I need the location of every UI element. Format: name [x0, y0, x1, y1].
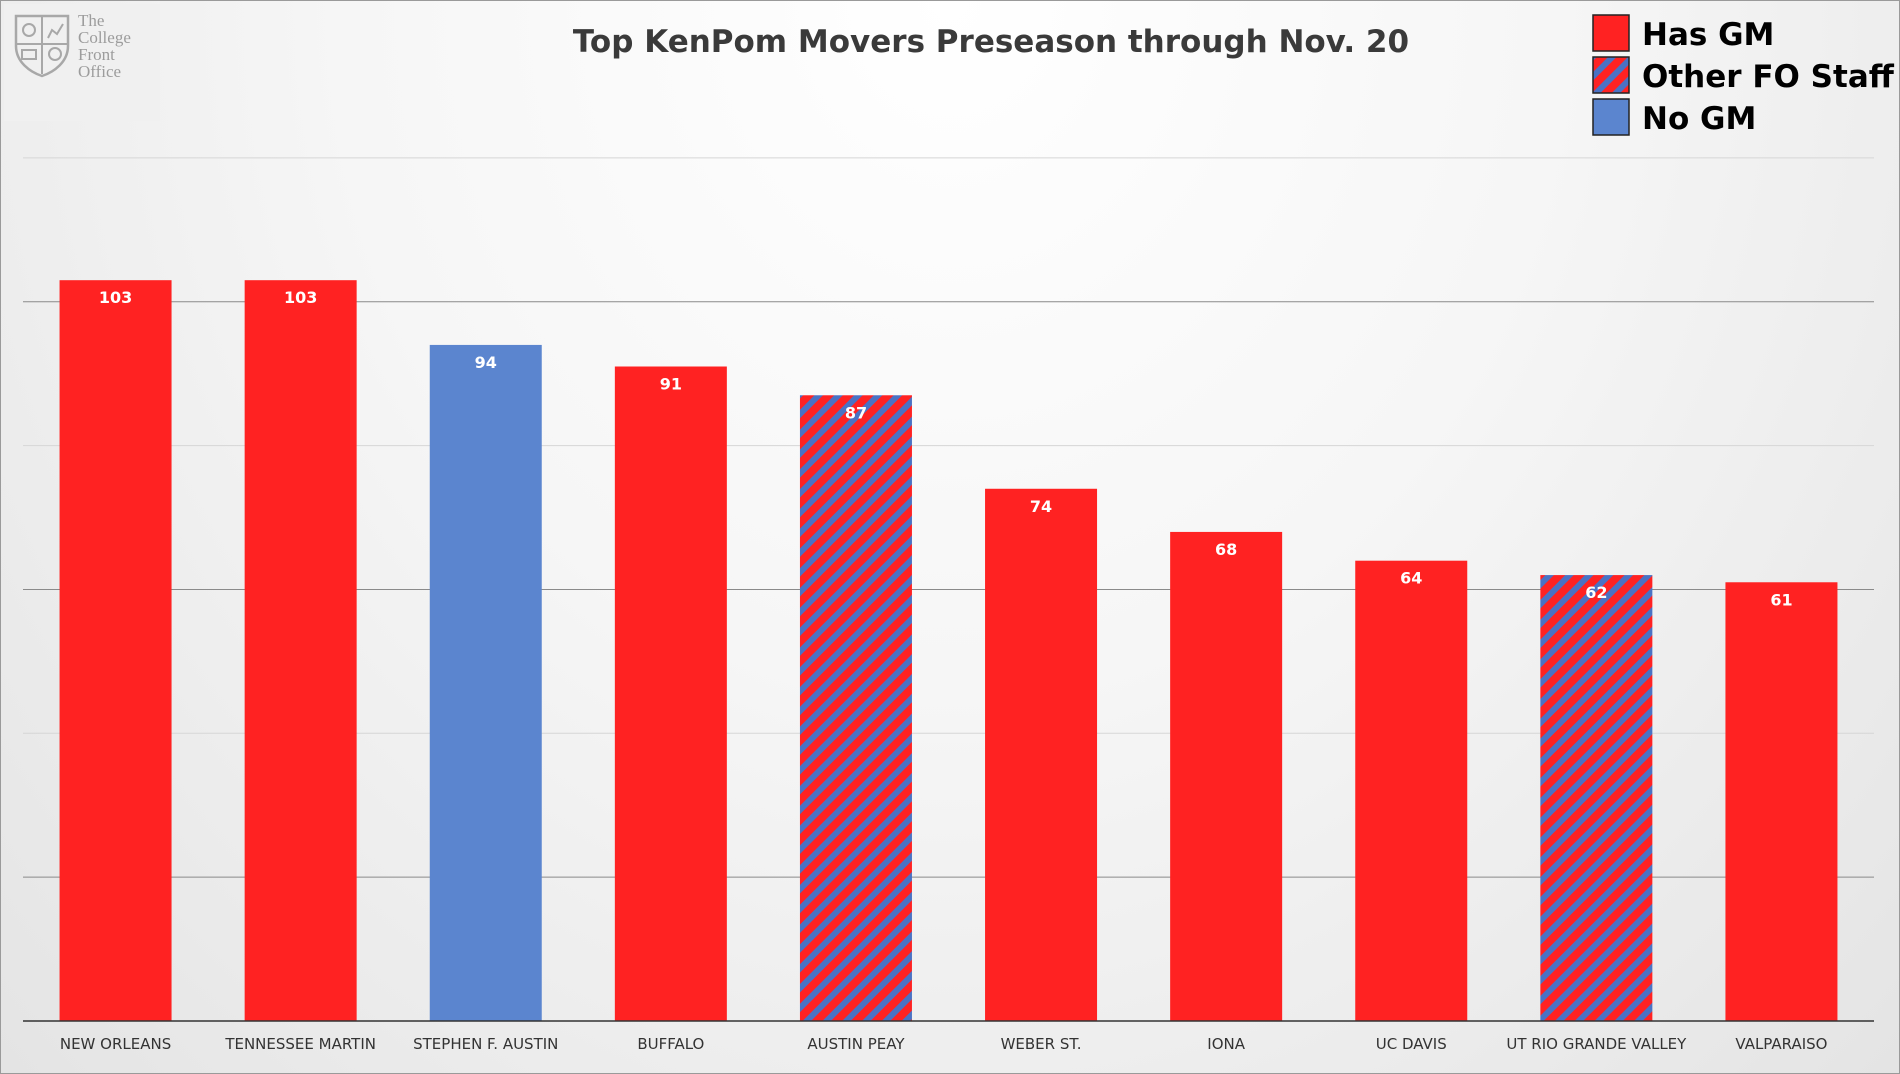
category-label: WEBER ST.: [1001, 1035, 1082, 1053]
data-label: 91: [660, 375, 682, 394]
category-label: UC DAVIS: [1376, 1035, 1447, 1053]
bars: 103 103 94 91 87 74 68 64 62 61: [59, 280, 1838, 1021]
category-label: STEPHEN F. AUSTIN: [413, 1035, 558, 1053]
category-label: NEW ORLEANS: [60, 1035, 171, 1053]
bar: [1725, 582, 1838, 1021]
category-label: UT RIO GRANDE VALLEY: [1506, 1035, 1687, 1053]
bar: [1355, 560, 1468, 1021]
bar: [244, 280, 357, 1021]
data-label: 68: [1215, 540, 1237, 559]
bar: [985, 488, 1098, 1021]
legend-swatch: [1592, 14, 1630, 52]
data-label: 103: [284, 288, 317, 307]
legend-label: Has GM: [1642, 17, 1774, 53]
logo-wordmark: The College Front Office: [78, 12, 158, 80]
data-label: 61: [1770, 590, 1792, 609]
data-label: 87: [845, 403, 867, 422]
category-label: VALPARAISO: [1735, 1035, 1827, 1053]
data-label: 62: [1585, 583, 1607, 602]
college-front-office-logo: The College Front Office: [4, 4, 160, 121]
data-label: 74: [1030, 497, 1052, 516]
logo-line-2: College: [78, 28, 131, 47]
data-label: 94: [475, 353, 497, 372]
category-label: AUSTIN PEAY: [807, 1035, 905, 1053]
bar: [429, 344, 542, 1021]
logo-line-4: Office: [78, 62, 122, 81]
bar: [59, 280, 172, 1021]
x-axis: NEW ORLEANS TENNESSEE MARTIN STEPHEN F. AU…: [23, 1020, 1874, 1053]
bar: [799, 395, 912, 1021]
legend-label: Other FO Staff: [1642, 59, 1895, 95]
legend-label: No GM: [1642, 101, 1756, 137]
bar: [614, 366, 727, 1021]
category-label: TENNESSEE MARTIN: [224, 1035, 376, 1053]
category-label: BUFFALO: [637, 1035, 704, 1053]
data-label: 103: [99, 288, 132, 307]
legend-swatch: [1592, 98, 1630, 136]
legend-swatch: [1592, 56, 1630, 94]
category-label: IONA: [1207, 1035, 1245, 1053]
logo-line-3: Front: [78, 45, 115, 64]
logo-line-1: The: [78, 11, 105, 30]
bar: [1170, 531, 1283, 1021]
bar: [1540, 575, 1653, 1021]
data-label: 64: [1400, 569, 1422, 588]
shield-icon: [14, 14, 70, 78]
legend: Has GM Other FO Staff No GM: [1592, 14, 1895, 137]
chart-title: Top KenPom Movers Preseason through Nov.…: [573, 24, 1409, 60]
